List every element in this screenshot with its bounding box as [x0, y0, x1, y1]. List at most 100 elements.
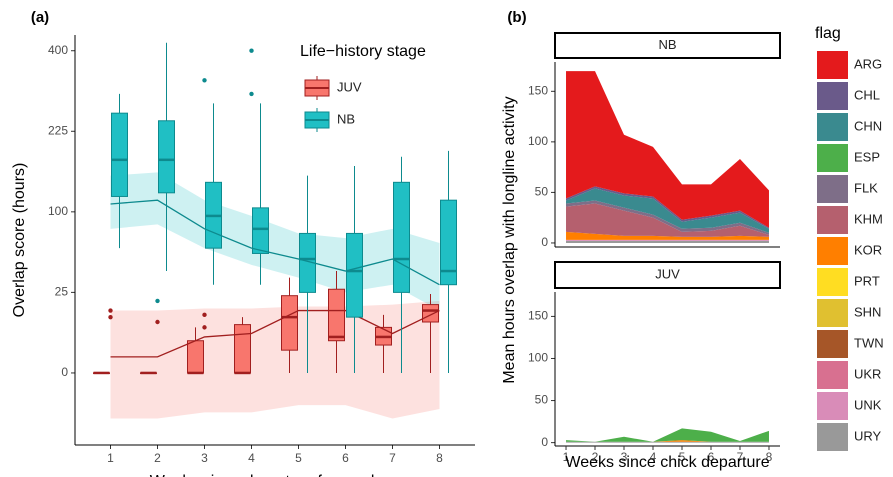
y-tick-label: 100 — [48, 204, 68, 218]
y-tick-label: 400 — [48, 43, 68, 57]
legend-label: KHM — [854, 211, 883, 226]
legend-label: NB — [337, 111, 355, 126]
x-tick-label: 1 — [107, 451, 114, 465]
x-tick-label: 5 — [295, 451, 302, 465]
legend-key — [817, 51, 848, 79]
legend-key — [817, 299, 848, 327]
box — [328, 288, 345, 342]
y-tick-label: 50 — [535, 185, 549, 199]
x-tick-label: 7 — [737, 450, 744, 464]
box — [111, 112, 128, 197]
facet-strip — [554, 261, 781, 289]
facet-label: JUV — [655, 266, 680, 281]
legend-key — [817, 144, 848, 172]
y-tick-label: 0 — [541, 235, 548, 249]
x-tick-label: 4 — [650, 450, 657, 464]
legend-label: URY — [854, 428, 882, 443]
x-tick-label: 3 — [201, 451, 208, 465]
stacked-area — [566, 71, 769, 228]
box — [252, 207, 269, 254]
legend-key — [817, 175, 848, 203]
y-axis-title: Mean hours overlap with longline activit… — [501, 96, 518, 383]
x-tick-label: 3 — [621, 450, 628, 464]
x-tick-label: 2 — [154, 451, 161, 465]
x-tick-label: 4 — [248, 451, 255, 465]
legend-label: UNK — [854, 397, 882, 412]
legend-label: TWN — [854, 335, 884, 350]
box — [234, 324, 251, 374]
box — [440, 199, 457, 286]
legend-label: KOR — [854, 242, 882, 257]
stacked-area — [566, 428, 769, 442]
facet-strip — [554, 32, 781, 59]
x-tick-label: 1 — [563, 450, 570, 464]
legend-label: UKR — [854, 366, 881, 381]
legend-key — [817, 268, 848, 296]
y-tick-label: 225 — [48, 123, 68, 137]
outlier — [202, 325, 207, 330]
y-tick-label: 100 — [528, 134, 548, 148]
legend-label: CHL — [854, 87, 880, 102]
stacked-area — [566, 188, 769, 233]
stacked-area — [566, 240, 769, 243]
legend-label: ESP — [854, 149, 880, 164]
outlier — [108, 308, 113, 313]
x-tick-label: 8 — [436, 451, 443, 465]
stacked-area — [566, 239, 769, 241]
facet-label: NB — [658, 37, 676, 52]
y-tick-label: 150 — [528, 83, 548, 97]
box — [346, 232, 363, 318]
legend-label: ARG — [854, 56, 882, 71]
x-tick-label: 7 — [389, 451, 396, 465]
x-tick-label: 8 — [766, 450, 773, 464]
legend-label: JUV — [337, 79, 362, 94]
outlier — [108, 314, 113, 320]
box — [422, 304, 439, 323]
trend-line — [110, 309, 440, 358]
legend-key — [817, 82, 848, 110]
legend-key — [817, 361, 848, 389]
x-tick-label: 2 — [592, 450, 599, 464]
ribbon — [110, 300, 440, 419]
box — [187, 340, 204, 374]
x-tick-label: 6 — [708, 450, 715, 464]
legend-key — [817, 330, 848, 358]
legend-key — [817, 206, 848, 234]
legend-key — [817, 423, 848, 451]
y-tick-label: 0 — [61, 365, 68, 379]
outlier — [155, 319, 160, 325]
legend-key — [817, 113, 848, 141]
outlier — [202, 312, 207, 318]
trend-line — [110, 199, 440, 286]
legend-label: FLK — [854, 180, 878, 195]
y-tick-label: 100 — [528, 351, 548, 365]
legend-label: PRT — [854, 273, 880, 288]
stacked-area — [566, 186, 769, 229]
box — [281, 295, 298, 351]
legend-label: CHN — [854, 118, 882, 133]
stacked-area — [566, 203, 769, 237]
panel-label: (a) — [31, 9, 49, 26]
x-tick-label: 6 — [342, 451, 349, 465]
y-tick-label: 25 — [55, 285, 69, 299]
y-tick-label: 0 — [541, 435, 548, 449]
legend-key — [817, 237, 848, 265]
panel-label: (b) — [507, 9, 526, 26]
x-axis-title: Weeks since chick departure — [565, 454, 769, 471]
legend-title: flag — [815, 25, 841, 42]
outlier — [249, 48, 254, 53]
outlier — [155, 298, 160, 304]
stacked-area — [566, 440, 769, 442]
y-tick-label: 50 — [535, 393, 549, 407]
legend-key — [817, 392, 848, 420]
y-tick-label: 150 — [528, 309, 548, 323]
box — [158, 120, 175, 194]
stacked-area — [566, 200, 769, 235]
outlier — [249, 91, 254, 97]
y-axis-title: Overlap score (hours) — [11, 163, 28, 318]
stacked-area — [566, 231, 769, 240]
legend-title: Life−history stage — [300, 43, 426, 60]
stacked-area — [566, 441, 769, 443]
box — [393, 181, 410, 293]
